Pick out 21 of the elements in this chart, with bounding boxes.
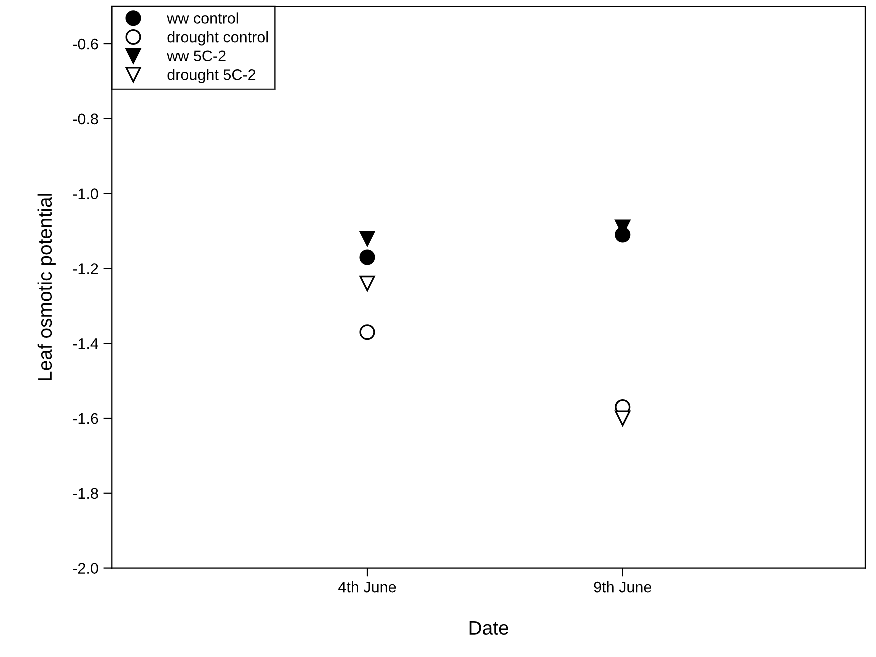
point <box>615 410 631 426</box>
x-tick-label: 4th June <box>338 582 396 593</box>
x-tick-label: 9th June <box>594 582 652 593</box>
point <box>360 276 376 292</box>
legend-label: drought control <box>168 32 268 46</box>
y-tick-label: -1.0 <box>73 188 98 200</box>
x-axis-title: Date <box>470 621 508 636</box>
legend-label: ww 5C-2 <box>167 50 226 62</box>
legend-label: drought 5C-2 <box>168 69 256 84</box>
y-tick-label: -0.6 <box>73 38 98 50</box>
point <box>360 324 376 340</box>
y-axis-title: Leaf osmotic potential <box>38 194 56 380</box>
y-tick-label: -2.0 <box>73 563 98 574</box>
y-tick-label: -1.6 <box>73 413 98 424</box>
point <box>360 230 376 247</box>
y-tick-label: -1.8 <box>73 488 98 500</box>
y-tick-label: -0.8 <box>73 114 98 125</box>
y-tick-label: -1.2 <box>73 264 98 274</box>
y-tick-label: -1.4 <box>73 338 98 350</box>
point <box>360 250 376 266</box>
legend-label: ww control <box>167 12 238 24</box>
